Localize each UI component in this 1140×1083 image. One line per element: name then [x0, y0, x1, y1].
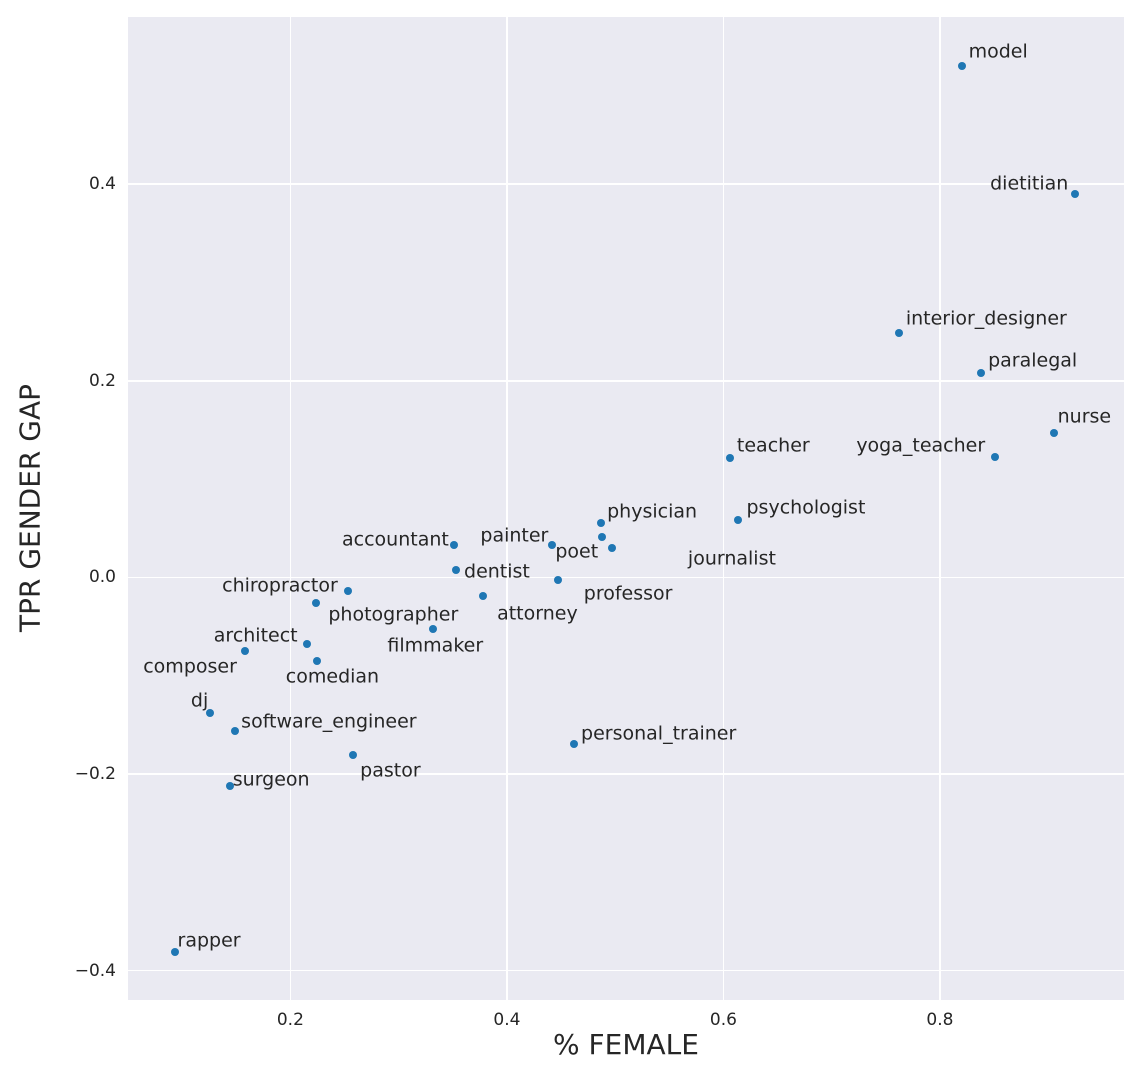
point-label-painter: painter	[480, 524, 549, 547]
x-tick-label: 0.6	[709, 1010, 737, 1030]
data-point-comedian	[313, 656, 322, 665]
point-label-professor: professor	[583, 582, 673, 605]
data-point-software_engineer	[231, 726, 240, 735]
gridline-horizontal	[128, 969, 1124, 972]
point-label-physician: physician	[607, 500, 698, 523]
y-axis-label: TPR GENDER GAP	[13, 383, 47, 633]
data-point-filmmaker	[429, 625, 438, 634]
data-point-dietitian	[1071, 189, 1080, 198]
point-label-attorney: attorney	[497, 602, 578, 625]
point-label-yoga_teacher: yoga_teacher	[856, 434, 986, 457]
data-point-composer	[240, 647, 249, 656]
point-label-psychologist: psychologist	[746, 496, 866, 519]
gridline-vertical	[289, 17, 292, 1000]
gridline-horizontal	[128, 379, 1124, 382]
point-label-rapper: rapper	[177, 929, 241, 952]
point-label-pastor: pastor	[360, 759, 421, 782]
data-point-model	[957, 62, 966, 71]
point-label-dentist: dentist	[464, 560, 530, 583]
y-tick-label: −0.4	[74, 960, 116, 981]
data-point-physician	[597, 519, 606, 528]
data-point-pastor	[349, 751, 358, 760]
point-label-personal_trainer: personal_trainer	[581, 722, 737, 745]
data-point-paralegal	[977, 368, 986, 377]
data-point-painter	[548, 540, 557, 549]
point-label-software_engineer: software_engineer	[241, 710, 417, 733]
data-point-journalist	[607, 543, 616, 552]
gridline-horizontal	[128, 183, 1124, 185]
data-point-poet	[598, 533, 607, 541]
point-label-photographer: photographer	[328, 603, 459, 626]
point-label-nurse: nurse	[1057, 405, 1112, 428]
plot-area: model dietitian interior_designer paralegal…	[128, 17, 1124, 1000]
gridline-vertical	[939, 17, 941, 1000]
x-tick-label: 0.2	[276, 1010, 304, 1030]
point-label-interior_designer: interior_designer	[905, 307, 1067, 330]
point-label-architect: architect	[213, 624, 298, 647]
data-point-surgeon	[225, 781, 234, 790]
data-point-interior_designer	[894, 328, 903, 337]
data-point-nurse	[1049, 428, 1058, 437]
data-point-rapper	[170, 947, 179, 956]
point-label-surgeon: surgeon	[232, 768, 310, 791]
point-label-dj: dj	[190, 689, 209, 712]
y-tick-label: 0.0	[88, 567, 116, 588]
data-point-architect	[302, 640, 311, 649]
point-label-composer: composer	[143, 655, 237, 678]
data-point-yoga_teacher	[991, 453, 1000, 462]
point-label-dietitian: dietitian	[990, 172, 1069, 195]
point-label-poet: poet	[555, 540, 599, 563]
gridline-horizontal	[128, 576, 1124, 579]
y-tick-label: −0.2	[74, 763, 116, 784]
point-label-teacher: teacher	[736, 434, 810, 457]
point-label-model: model	[968, 40, 1028, 63]
data-point-teacher	[725, 454, 734, 463]
data-point-professor	[553, 576, 562, 585]
data-point-photographer	[312, 598, 321, 607]
gridline-vertical	[506, 17, 508, 1000]
x-tick-label: 0.8	[926, 1010, 954, 1030]
point-label-paralegal: paralegal	[988, 349, 1078, 372]
gridline-horizontal	[128, 773, 1124, 775]
y-tick-label: 0.4	[88, 174, 116, 195]
point-label-journalist: journalist	[687, 547, 776, 570]
x-tick-label: 0.4	[493, 1010, 521, 1030]
point-label-chiropractor: chiropractor	[222, 574, 338, 597]
gridline-vertical	[722, 17, 725, 1000]
data-point-accountant	[449, 540, 458, 549]
point-label-comedian: comedian	[285, 665, 380, 688]
point-label-filmmaker: filmmaker	[387, 634, 484, 657]
data-point-psychologist	[733, 516, 742, 525]
data-point-personal_trainer	[570, 740, 579, 749]
data-point-attorney	[479, 591, 488, 600]
y-tick-label: 0.2	[88, 370, 116, 391]
data-point-chiropractor	[343, 587, 352, 596]
x-axis-label: % FEMALE	[553, 1028, 699, 1061]
data-point-dj	[206, 708, 215, 717]
point-label-accountant: accountant	[342, 528, 449, 551]
data-point-dentist	[452, 566, 461, 575]
